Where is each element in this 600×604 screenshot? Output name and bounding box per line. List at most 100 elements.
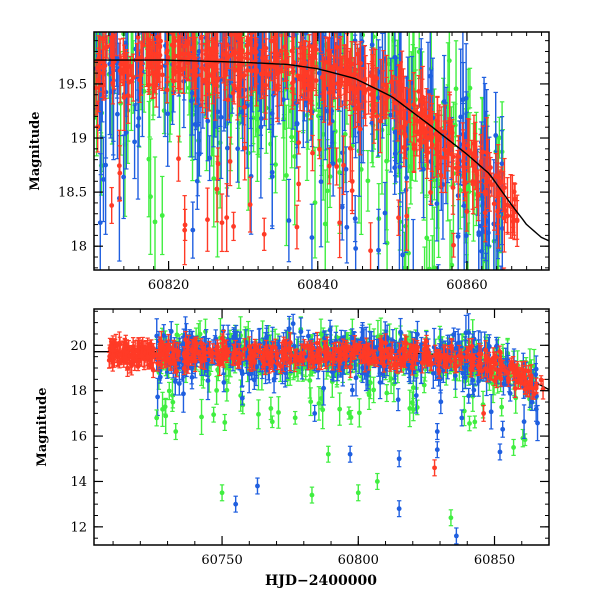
top-series-2-point: [439, 173, 444, 178]
top-series-1-point: [310, 235, 315, 240]
top-series-0-point: [496, 295, 501, 300]
top-series-1-point: [205, 119, 210, 124]
top-series-2-point: [465, 143, 470, 148]
top-series-1-point: [400, 252, 405, 257]
top-series-2-point: [97, 70, 102, 75]
top-series-2-point: [310, 151, 315, 156]
top-series-2-point: [199, 73, 204, 78]
top-series-2-point: [350, 188, 355, 193]
top-y-tick-label: 19: [70, 132, 87, 147]
top-series-0-point: [337, 158, 342, 163]
top-series-2-point: [374, 76, 379, 81]
top-series-2-point: [417, 130, 422, 135]
top-series-1-point: [476, 232, 481, 237]
top-series-0-point: [341, 0, 346, 3]
top-series-2-point: [109, 203, 114, 208]
top-series-1-point: [165, 111, 170, 116]
top-series-1-point: [136, 124, 141, 129]
top-series-2-point: [503, 208, 508, 213]
top-series-1-point: [189, 99, 194, 104]
top-series-1-point: [436, 287, 441, 292]
top-series-1-point: [212, 17, 217, 22]
top-series-1-point: [232, 3, 237, 8]
top-series-1-point: [338, 19, 343, 24]
top-series-2-point: [253, 50, 258, 55]
bottom-series-0-point: [268, 406, 273, 411]
top-series-1-point: [287, 14, 292, 19]
top-series-2-point: [447, 121, 452, 126]
top-series-0-point: [316, 114, 321, 119]
top-series-1-point: [376, 248, 381, 253]
top-series-2-point: [282, 45, 287, 50]
top-series-2-point: [207, 73, 212, 78]
top-series-1-point: [219, 115, 224, 120]
top-series-1-point: [103, 163, 108, 168]
top-series-2-point: [502, 299, 507, 304]
top-series-1-point: [286, 218, 291, 223]
top-series-1-point: [115, 112, 120, 117]
top-series-1-point: [397, 273, 402, 278]
top-series-1-point: [190, 91, 195, 96]
top-series-2-point: [406, 103, 411, 108]
top-series-2-point: [318, 25, 323, 30]
top-series-2-point: [96, 77, 101, 82]
top-series-2-point: [220, 220, 225, 225]
top-series-1-point: [122, 0, 127, 1]
top-series-2-point: [111, 34, 116, 39]
top-series-0-point: [253, 25, 258, 30]
top-series-2-point: [176, 156, 181, 161]
top-series-2-point: [312, 55, 317, 60]
top-series-2-point: [463, 180, 468, 185]
top-series-0-point: [106, 0, 111, 2]
top-series-0-point: [284, 173, 289, 178]
top-series-0-point: [312, 26, 317, 31]
bottom-plot-area: [94, 314, 549, 544]
top-series-2-point: [301, 61, 306, 66]
top-series-1-point: [353, 246, 358, 251]
top-series-2-point: [369, 73, 374, 78]
top-series-2-point: [248, 202, 253, 207]
top-series-0-point: [223, 4, 228, 9]
top-series-2-point: [436, 150, 441, 155]
top-series-2-point: [416, 89, 421, 94]
top-series-2-point: [401, 98, 406, 103]
top-series-2-point: [447, 144, 452, 149]
top-series-2-point: [242, 105, 247, 110]
top-series-2-point: [334, 164, 339, 169]
top-series-1-point: [411, 272, 416, 277]
top-series-1-point: [393, 55, 398, 60]
top-series-2-point: [464, 209, 469, 214]
top-series-2-point: [515, 218, 520, 223]
top-series-1-point: [98, 220, 103, 225]
top-series-2-point: [429, 135, 434, 140]
top-series-1-point: [215, 109, 220, 114]
top-series-2-point: [192, 61, 197, 66]
top-series-1-point: [280, 12, 285, 17]
top-series-0-point: [219, 17, 224, 22]
top-series-2-point: [232, 83, 237, 88]
top-series-0-point: [328, 174, 333, 179]
top-series-2-point: [327, 164, 332, 169]
top-series-2-point: [402, 145, 407, 150]
top-series-2-point: [183, 223, 188, 228]
top-series-1-point: [155, 27, 160, 32]
top-series-1-point: [235, 146, 240, 151]
top-series-2-point: [136, 35, 141, 40]
top-series-1-point: [462, 203, 467, 208]
bottom-series-0-point: [499, 405, 504, 410]
top-series-2-point: [489, 182, 494, 187]
top-y-tick-label: 19.5: [58, 77, 87, 92]
top-series-0-point: [249, 20, 254, 25]
top-x-tick-label: 60840: [297, 278, 338, 293]
top-series-1-point: [271, 18, 276, 23]
top-series-0-point: [97, 26, 102, 31]
top-series-2-point: [253, 43, 258, 48]
top-series-1-point: [217, 10, 222, 15]
top-series-2-point: [332, 63, 337, 68]
top-series-0-point: [153, 219, 158, 224]
bottom-series-0-point: [384, 391, 389, 396]
top-series-0-point: [365, 178, 370, 183]
top-series-1-point: [141, 5, 146, 10]
top-series-0-point: [130, 20, 135, 25]
